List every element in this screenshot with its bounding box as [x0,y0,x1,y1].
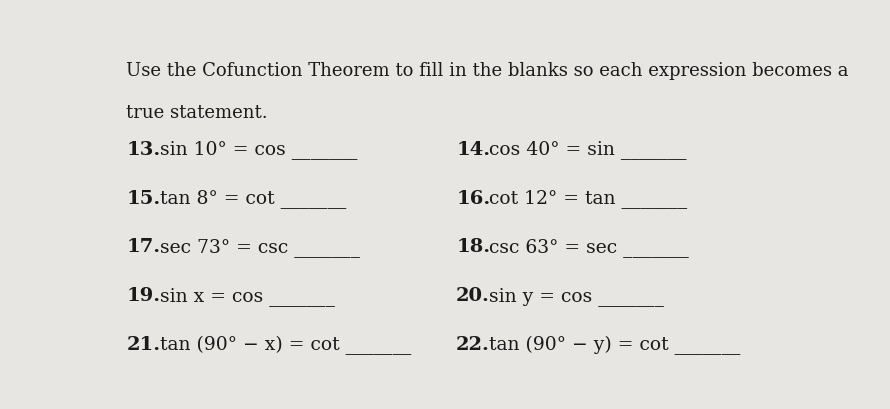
Text: 15.: 15. [126,190,161,208]
Text: sin 10° = cos _______: sin 10° = cos _______ [159,140,357,160]
Text: tan (90° − x) = cot _______: tan (90° − x) = cot _______ [159,335,411,355]
Text: sin x = cos _______: sin x = cos _______ [159,287,335,306]
Text: sec 73° = csc _______: sec 73° = csc _______ [159,238,360,257]
Text: 21.: 21. [126,336,160,354]
Text: 13.: 13. [126,141,161,159]
Text: sin y = cos _______: sin y = cos _______ [490,287,664,306]
Text: 20.: 20. [457,287,490,305]
Text: 14.: 14. [457,141,490,159]
Text: cot 12° = tan _______: cot 12° = tan _______ [490,189,687,208]
Text: Use the Cofunction Theorem to fill in the blanks so each expression becomes a: Use the Cofunction Theorem to fill in th… [126,62,849,80]
Text: tan (90° − y) = cot _______: tan (90° − y) = cot _______ [490,335,740,355]
Text: 16.: 16. [457,190,490,208]
Text: tan 8° = cot _______: tan 8° = cot _______ [159,189,346,208]
Text: 17.: 17. [126,238,160,256]
Text: true statement.: true statement. [126,104,268,122]
Text: cos 40° = sin _______: cos 40° = sin _______ [490,140,687,160]
Text: 19.: 19. [126,287,160,305]
Text: csc 63° = sec _______: csc 63° = sec _______ [490,238,689,257]
Text: 22.: 22. [457,336,490,354]
Text: 18.: 18. [457,238,490,256]
